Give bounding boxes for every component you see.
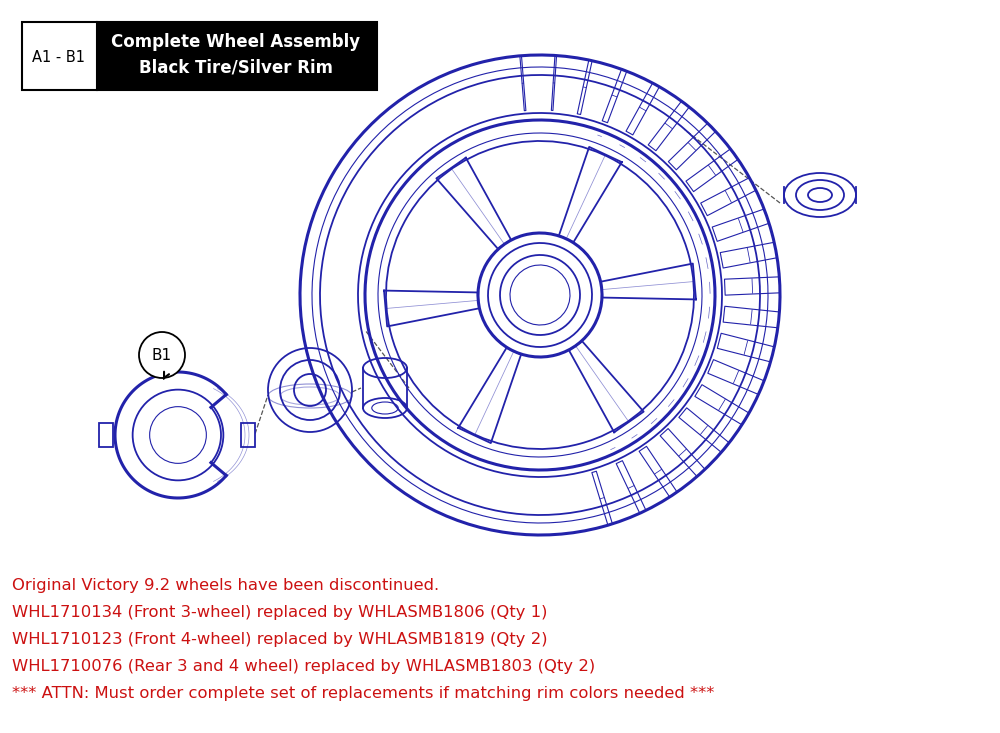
Text: B1: B1 xyxy=(152,347,172,363)
Bar xyxy=(22,22,377,90)
Text: Complete Wheel Assembly: Complete Wheel Assembly xyxy=(111,33,361,51)
Text: WHL1710134 (Front 3-wheel) replaced by WHLASMB1806 (Qty 1): WHL1710134 (Front 3-wheel) replaced by W… xyxy=(12,605,548,620)
Text: Black Tire/Silver Rim: Black Tire/Silver Rim xyxy=(139,59,333,77)
Text: A1 - B1: A1 - B1 xyxy=(32,50,86,65)
Text: WHL1710076 (Rear 3 and 4 wheel) replaced by WHLASMB1803 (Qty 2): WHL1710076 (Rear 3 and 4 wheel) replaced… xyxy=(12,659,595,674)
Bar xyxy=(241,423,255,447)
Circle shape xyxy=(139,332,185,378)
Text: WHL1710123 (Front 4-wheel) replaced by WHLASMB1819 (Qty 2): WHL1710123 (Front 4-wheel) replaced by W… xyxy=(12,632,548,647)
Bar xyxy=(98,23,376,89)
Text: Original Victory 9.2 wheels have been discontinued.: Original Victory 9.2 wheels have been di… xyxy=(12,578,439,593)
Bar xyxy=(99,423,113,447)
Text: *** ATTN: Must order complete set of replacements if matching rim colors needed : *** ATTN: Must order complete set of rep… xyxy=(12,686,714,701)
